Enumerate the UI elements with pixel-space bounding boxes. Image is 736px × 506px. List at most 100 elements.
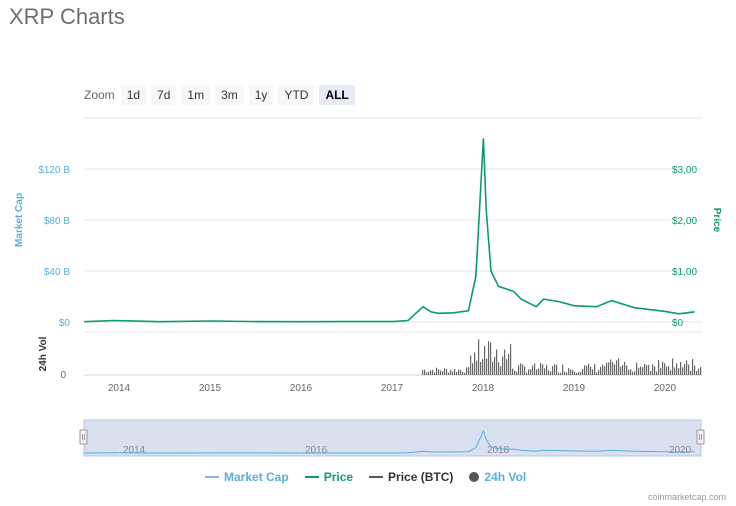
zoom-all-button[interactable]: ALL <box>319 85 355 105</box>
left-tick: $0 <box>59 318 71 329</box>
zoom-label: Zoom <box>84 88 115 102</box>
zoom-1y-button[interactable]: 1y <box>248 85 274 105</box>
volume-bar <box>524 366 526 375</box>
volume-bar <box>444 368 446 375</box>
volume-bar <box>538 368 540 375</box>
volume-bar <box>590 366 592 375</box>
volume-bar <box>696 370 698 375</box>
legend-label: Price (BTC) <box>388 470 454 484</box>
volume-bar <box>688 364 690 375</box>
navigator-right-handle[interactable] <box>696 429 705 445</box>
zoom-3m-button[interactable]: 3m <box>215 85 244 105</box>
volume-bar <box>662 361 664 375</box>
navigator-label: 2018 <box>487 445 510 456</box>
volume-bar <box>698 368 700 375</box>
volume-bar <box>682 367 684 375</box>
legend-line-icon <box>205 476 219 478</box>
volume-bar <box>652 364 654 375</box>
volume-bar <box>490 342 492 375</box>
volume-bar <box>498 362 500 375</box>
legend-label: Price <box>323 470 354 484</box>
volume-bar <box>474 352 476 375</box>
volume-bar <box>482 359 484 375</box>
navigator-left-handle[interactable] <box>79 429 88 445</box>
left-tick: $120 B <box>38 165 70 176</box>
x-axis-ticks: 2014 2015 2016 2017 2018 2019 2020 <box>108 383 677 394</box>
legend-dot-icon <box>469 472 480 482</box>
volume-bar <box>478 339 480 375</box>
volume-bar <box>492 361 494 375</box>
volume-bar <box>456 372 458 375</box>
navigator-window[interactable] <box>83 419 702 457</box>
volume-bar <box>500 366 502 375</box>
volume-bar <box>528 369 530 375</box>
volume-bar <box>426 372 428 375</box>
volume-bar <box>656 371 658 375</box>
volume-bar <box>570 369 572 375</box>
volume-bar <box>658 360 660 375</box>
volume-tick: 0 <box>60 370 66 381</box>
zoom-7d-button[interactable]: 7d <box>151 85 177 105</box>
volume-bar <box>586 365 588 375</box>
x-tick: 2018 <box>472 383 495 394</box>
legend-item-price-btc[interactable]: Price (BTC) <box>369 470 453 484</box>
volume-bar <box>522 364 524 375</box>
price-series-line <box>83 138 695 323</box>
navigator-label: 2020 <box>669 445 692 456</box>
volume-bar <box>666 366 668 375</box>
volume-bar <box>598 369 600 375</box>
volume-bar <box>684 364 686 375</box>
volume-bar <box>630 369 632 375</box>
volume-bar <box>636 362 638 375</box>
volume-bar <box>446 369 448 375</box>
volume-bar <box>676 363 678 375</box>
right-tick: $3,00 <box>672 165 697 176</box>
volume-bar <box>668 366 670 375</box>
volume-bar <box>620 366 622 375</box>
volume-bar <box>554 364 556 375</box>
zoom-1m-button[interactable]: 1m <box>181 85 211 105</box>
volume-bar <box>616 360 618 375</box>
volume-bar <box>484 345 486 375</box>
volume-bar <box>436 367 438 375</box>
zoom-ytd-button[interactable]: YTD <box>278 85 315 105</box>
volume-bar <box>544 368 546 375</box>
volume-bar <box>574 371 576 375</box>
volume-bar <box>512 368 514 375</box>
volume-bar <box>690 370 692 375</box>
volume-bar <box>466 367 468 375</box>
legend-item-market-cap[interactable]: Market Cap <box>205 470 289 484</box>
volume-bar <box>592 369 594 375</box>
legend-line-icon <box>304 476 319 478</box>
volume-bar <box>434 372 436 375</box>
volume-bar <box>654 366 656 375</box>
volume-bar <box>588 363 590 375</box>
volume-bar <box>634 371 636 375</box>
legend-item-24h-vol[interactable]: 24h Vol <box>469 470 526 484</box>
volume-bar <box>562 364 564 375</box>
volume-bar <box>640 366 642 375</box>
x-tick: 2019 <box>563 383 586 394</box>
navigator-label: 2016 <box>305 445 328 456</box>
zoom-1d-button[interactable]: 1d <box>120 85 147 105</box>
volume-bar <box>432 369 434 375</box>
volume-bar <box>626 365 628 375</box>
volume-bar <box>552 366 554 375</box>
volume-bar <box>692 359 694 375</box>
volume-bar <box>566 372 568 375</box>
right-tick: $1,00 <box>672 267 697 278</box>
volume-bar <box>496 349 498 375</box>
volume-bar <box>530 369 532 375</box>
volume-bar <box>550 371 552 375</box>
chart-legend: Market Cap Price Price (BTC) 24h Vol <box>205 470 542 484</box>
volume-bar <box>650 371 652 375</box>
volume-bar <box>680 362 682 375</box>
volume-bar <box>672 358 674 375</box>
legend-item-price[interactable]: Price <box>304 470 354 484</box>
credit-link[interactable]: coinmarketcap.com <box>647 492 726 502</box>
volume-bar <box>448 372 450 375</box>
volume-bar <box>660 368 662 375</box>
volume-bar <box>572 370 574 375</box>
volume-bar <box>440 370 442 375</box>
